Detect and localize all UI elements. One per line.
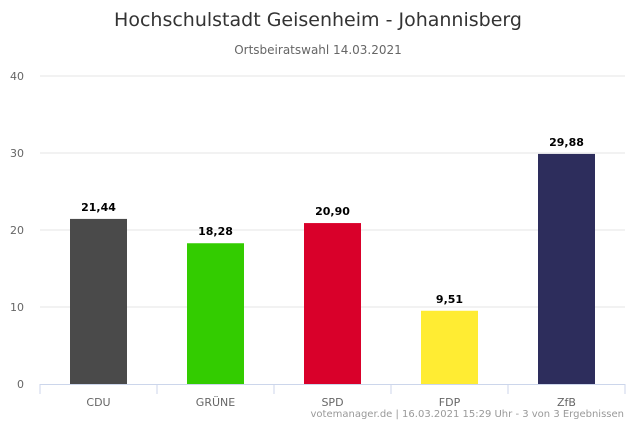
data-label: 21,44 bbox=[81, 201, 116, 214]
x-axis: CDU GRÜNE SPD FDP ZfB bbox=[39, 384, 626, 409]
bars: 21,44 18,28 20,90 9,51 29,88 bbox=[70, 136, 595, 384]
y-tick-label: 40 bbox=[10, 70, 24, 83]
chart-subtitle: Ortsbeiratswahl 14.03.2021 bbox=[234, 43, 402, 57]
y-tick-label: 0 bbox=[17, 378, 24, 391]
y-tick-label: 20 bbox=[10, 224, 24, 237]
bar-cdu[interactable] bbox=[70, 218, 127, 384]
bar-grüne[interactable] bbox=[187, 243, 244, 384]
data-label: 29,88 bbox=[549, 136, 584, 149]
bar-spd[interactable] bbox=[304, 223, 361, 384]
y-tick-label: 10 bbox=[10, 301, 24, 314]
x-tick-label: ZfB bbox=[557, 396, 576, 409]
chart-title: Hochschulstadt Geisenheim - Johannisberg bbox=[114, 9, 522, 31]
x-tick-label: SPD bbox=[321, 396, 343, 409]
x-tick-label: GRÜNE bbox=[196, 396, 235, 409]
credits-text[interactable]: votemanager.de | 16.03.2021 15:29 Uhr - … bbox=[311, 409, 624, 420]
x-tick-label: FDP bbox=[439, 396, 461, 409]
bar-zfb[interactable] bbox=[538, 153, 595, 384]
data-label: 20,90 bbox=[315, 205, 350, 218]
data-label: 18,28 bbox=[198, 225, 233, 238]
bar-fdp[interactable] bbox=[421, 310, 478, 384]
y-axis: 0 10 20 30 40 bbox=[10, 70, 24, 391]
data-label: 9,51 bbox=[436, 293, 463, 306]
y-tick-label: 30 bbox=[10, 147, 24, 160]
x-tick-label: CDU bbox=[86, 396, 110, 409]
